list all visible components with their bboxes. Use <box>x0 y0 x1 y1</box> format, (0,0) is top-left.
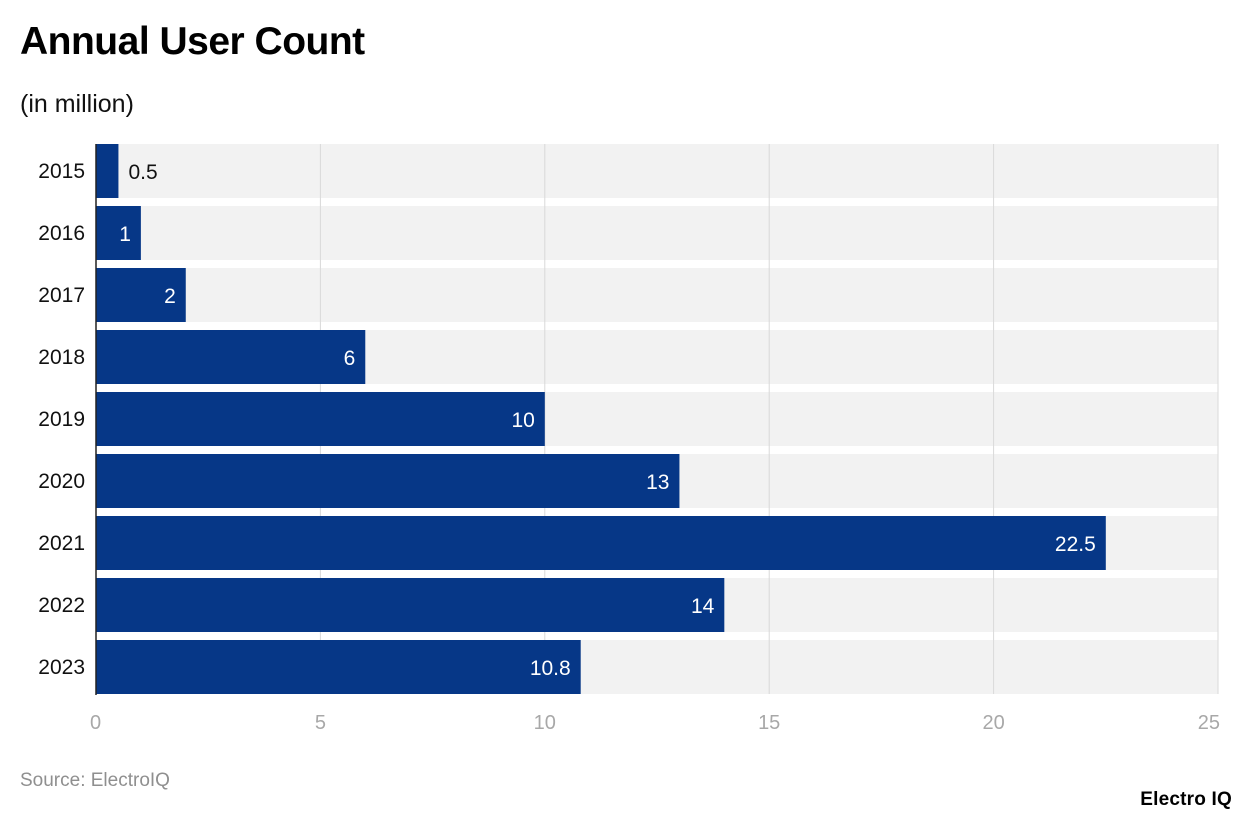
chart-title: Annual User Count <box>20 20 365 63</box>
data-label: 6 <box>344 347 356 370</box>
bar <box>96 144 119 198</box>
data-label: 22.5 <box>1055 533 1096 556</box>
x-tick-label: 10 <box>534 712 556 734</box>
x-tick-label: 25 <box>1198 712 1220 734</box>
category-label: 2017 <box>38 284 85 307</box>
x-tick-label: 15 <box>758 712 780 734</box>
category-label: 2019 <box>38 408 85 431</box>
bar <box>96 578 725 632</box>
category-label: 2016 <box>38 222 85 245</box>
data-label: 2 <box>164 285 176 308</box>
category-label: 2020 <box>38 470 85 493</box>
data-label: 10 <box>511 409 534 432</box>
bar <box>96 392 545 446</box>
labels: 0 5 10 15 20 25 2015 0.5 2016 1 2017 2 2018 6 2019 10 20… <box>38 160 1220 734</box>
row-band <box>96 268 1218 322</box>
bar <box>96 330 366 384</box>
x-tick-label: 20 <box>982 712 1004 734</box>
x-tick-label: 5 <box>315 712 326 734</box>
chart-subtitle: (in million) <box>20 90 134 118</box>
category-label: 2021 <box>38 532 85 555</box>
category-label: 2023 <box>38 656 85 679</box>
data-label: 13 <box>646 471 669 494</box>
x-tick-label: 0 <box>90 712 101 734</box>
bar <box>96 640 581 694</box>
category-label: 2015 <box>38 160 85 183</box>
bar <box>96 268 186 322</box>
data-label: 14 <box>691 595 715 618</box>
brand-logo: Electro IQ <box>1140 789 1232 810</box>
bar <box>96 206 141 260</box>
data-label: 1 <box>119 223 131 246</box>
source-note: Source: ElectroIQ <box>20 770 170 791</box>
row-band <box>96 206 1218 260</box>
category-label: 2022 <box>38 594 85 617</box>
data-label: 10.8 <box>530 657 571 680</box>
bar-chart: 0 5 10 15 20 25 2015 0.5 2016 1 2017 2 2018 6 2019 10 20… <box>38 144 1220 734</box>
data-label: 0.5 <box>128 161 157 184</box>
bars <box>96 144 1106 694</box>
bar <box>96 516 1106 570</box>
category-label: 2018 <box>38 346 85 369</box>
bar <box>96 454 680 508</box>
row-band <box>96 144 1218 198</box>
